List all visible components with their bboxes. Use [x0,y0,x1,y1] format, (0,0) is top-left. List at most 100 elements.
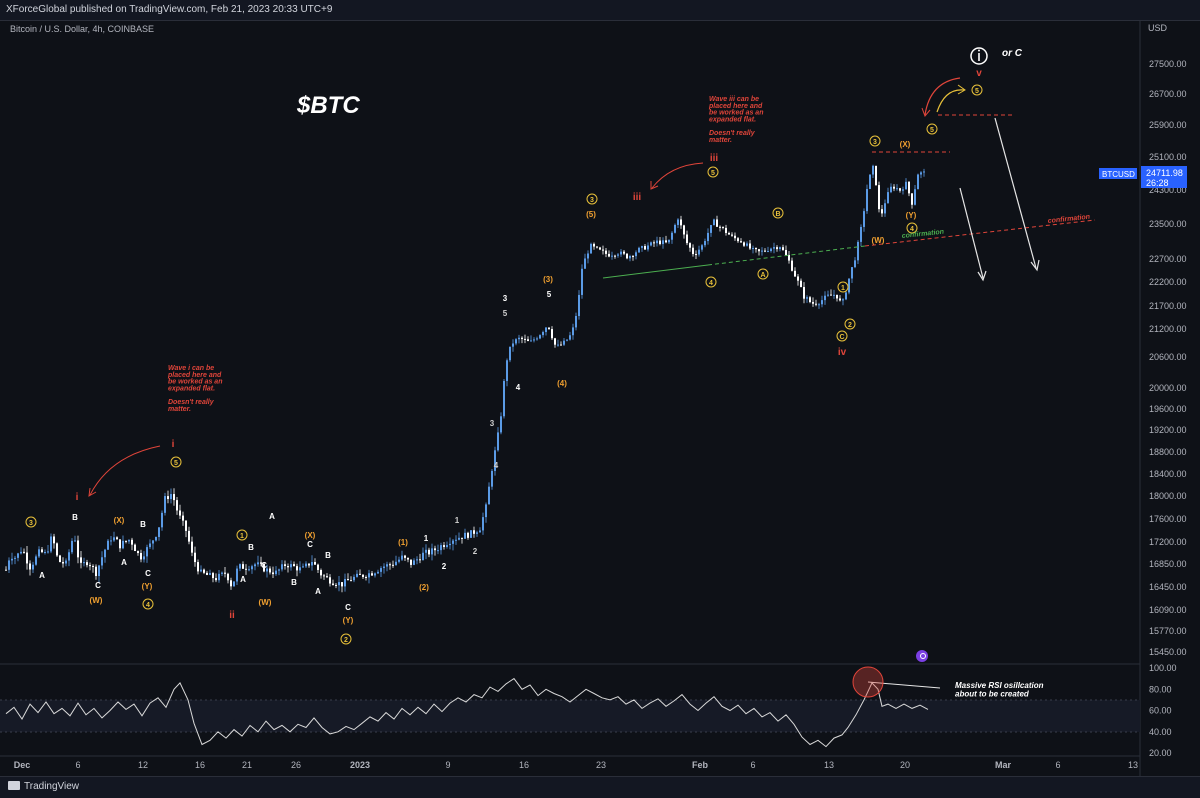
candle-body [20,551,22,554]
candle-body [332,583,334,585]
candle-body [848,278,850,293]
price-tick: 17200.00 [1149,537,1187,547]
note-line: placed here and [167,372,222,379]
candles [5,164,925,593]
wave-label: A [121,558,127,567]
wave-label: B [325,551,331,560]
candle-body [287,565,289,568]
candle-body [899,188,901,191]
candle-body [416,559,418,561]
projection-arrowhead-left [977,270,987,282]
candle-body [11,558,13,561]
info-icon[interactable] [970,47,988,65]
candle-body [761,250,763,252]
candle-body [155,536,157,541]
wave-iii-arrowhead [650,181,659,190]
candle-body [518,337,520,340]
candle-body [32,564,34,570]
tradingview-logo[interactable]: TradingView [8,781,79,792]
candle-body [482,517,484,531]
projection-arrow-right [994,117,1037,269]
candle-body [509,346,511,361]
candle-body [149,543,151,548]
candle-body [560,344,562,346]
price-tick: 25100.00 [1149,152,1187,162]
candle-body [758,249,760,252]
price-tick: 16850.00 [1149,559,1187,569]
candle-body [770,248,772,252]
candle-body [584,258,586,269]
wave-label: B [775,211,780,218]
candle-body [386,564,388,567]
candle-body [161,512,163,528]
candle-body [122,540,124,549]
wave-label: 3 [590,197,594,204]
candle-body [110,540,112,542]
note-line: Doesn't really [168,399,215,406]
candle-body [722,226,724,228]
candle-body [263,563,265,572]
candle-body [791,260,793,271]
candle-body [632,256,634,258]
candle-body [779,247,781,250]
candle-body [389,564,391,566]
candle-body [56,543,58,556]
wave-label: (X) [900,140,911,149]
candle-body [41,549,43,553]
candle-body [608,253,610,257]
candle-body [875,165,877,186]
candle-body [917,174,919,190]
candle-body [23,551,25,553]
candle-body [755,247,757,250]
time-tick: Feb [692,760,709,770]
candle-body [647,245,649,250]
candle-body [575,316,577,328]
candle-body [53,536,55,544]
candle-body [146,547,148,557]
wave-i-arrowhead [88,487,97,497]
candle-body [392,564,394,566]
price-tick: 27500.00 [1149,59,1187,69]
candle-body [578,294,580,317]
candle-body [164,496,166,513]
candle-body [920,172,922,175]
candle-body [800,280,802,288]
price-tick: 18800.00 [1149,447,1187,457]
candle-body [638,247,640,253]
candle-body [215,578,217,581]
candle-body [113,537,115,541]
rsi-line [5,677,929,748]
roman-label: i [172,439,175,450]
wave-label: (5) [586,210,596,219]
candle-body [152,540,154,544]
symbol-tag: BTCUSD [1102,170,1135,179]
candle-body [293,564,295,567]
candle-body [371,573,373,576]
wave-label: (3) [543,275,553,284]
wave-5-arrow [936,89,965,113]
candle-body [74,540,76,542]
time-tick: 6 [750,760,755,770]
candle-body [95,566,97,577]
candle-body [665,240,667,243]
candle-body [740,241,742,243]
candle-body [854,260,856,268]
wave-label: 5 [174,460,178,467]
candle-body [218,573,220,581]
alert-icon[interactable] [916,650,928,662]
candle-body [296,566,298,571]
candle-body [62,562,64,564]
candle-body [50,536,52,552]
candle-body [128,539,130,542]
candle-body [38,549,40,557]
candle-body [458,537,460,540]
candle-body [158,527,160,537]
candle-body [182,515,184,521]
candle-body [737,238,739,242]
candle-body [425,549,427,553]
candle-body [617,254,619,256]
price-tick: 22700.00 [1149,254,1187,264]
candle-body [170,494,172,500]
wave-label: A [760,272,765,279]
